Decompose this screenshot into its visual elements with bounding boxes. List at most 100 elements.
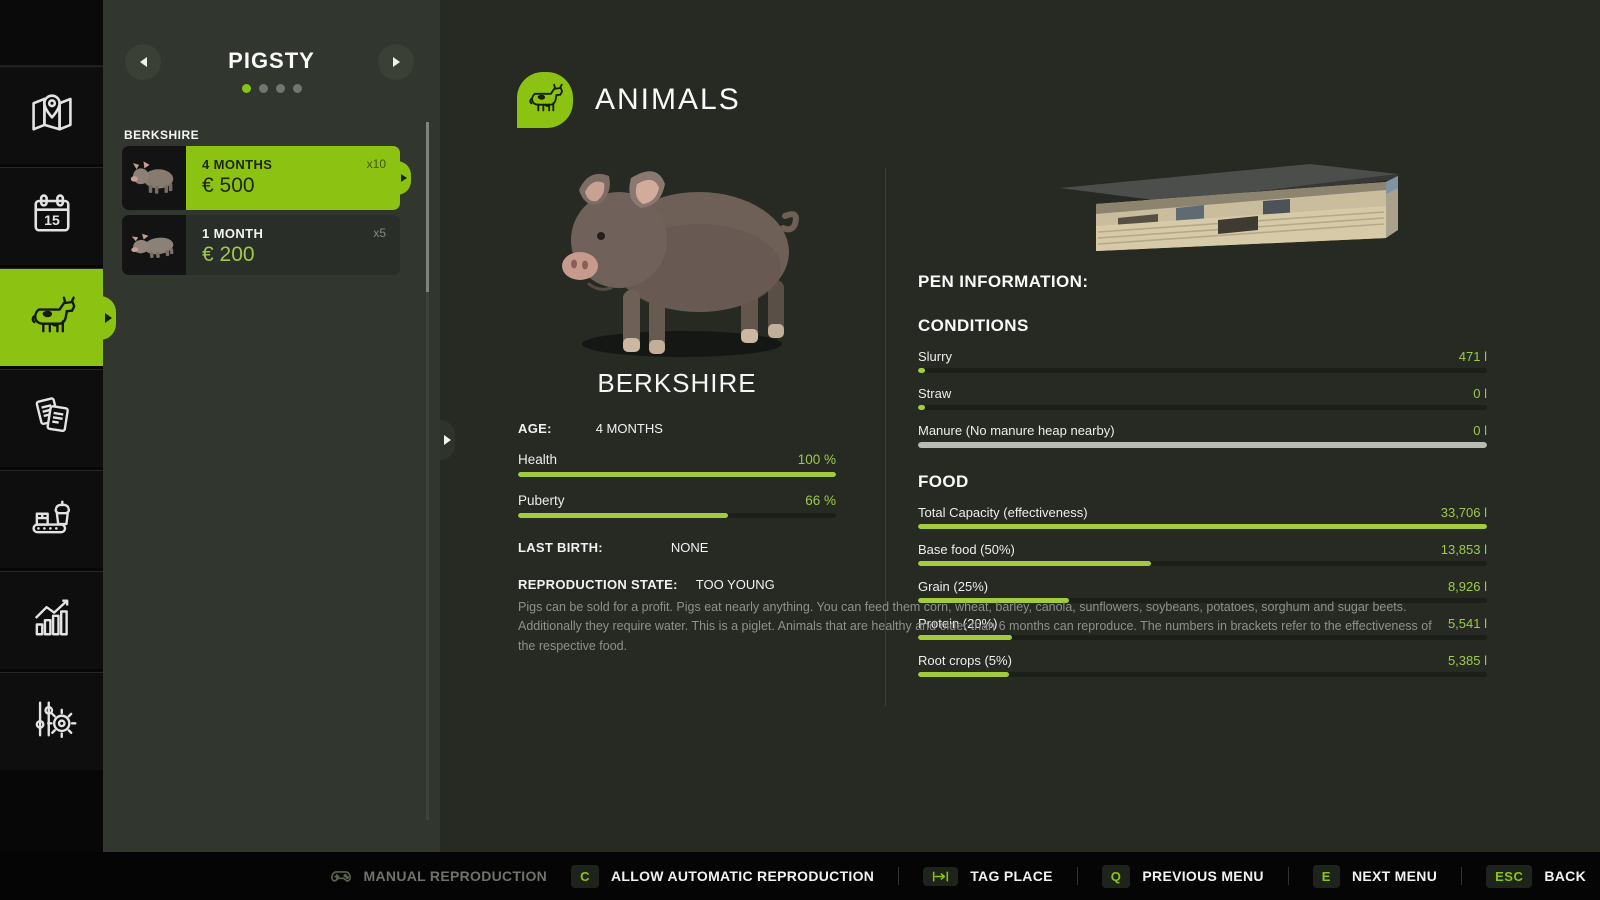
animal-name: BERKSHIRE: [597, 368, 757, 398]
condition-bar: [918, 405, 1487, 410]
pigsty-building-image: [1058, 158, 1398, 258]
sidebar-item-animals[interactable]: [0, 268, 116, 366]
last-birth-value: NONE: [670, 540, 709, 555]
key-q: Q: [1101, 864, 1131, 888]
sidebar-item-statistics[interactable]: [0, 571, 103, 669]
age-label: AGE:: [518, 421, 552, 436]
food-row-root-crops: Root crops (5%) 5,385 l: [918, 653, 1487, 677]
sidebar-item-finances[interactable]: [0, 369, 103, 467]
separator: [898, 867, 900, 885]
column-divider: [885, 168, 886, 706]
conditions-title: CONDITIONS: [918, 316, 1029, 335]
pig-thumbnail: [122, 215, 186, 275]
cow-icon: [525, 78, 565, 123]
condition-row-slurry: Slurry 471 l: [918, 349, 1487, 373]
item-age: 1 MONTH: [202, 226, 264, 241]
sidebar-item-settings[interactable]: [0, 672, 103, 770]
animals-badge: [517, 72, 573, 128]
condition-value: 471 l: [1458, 349, 1487, 364]
pen-information-title: PEN INFORMATION:: [918, 272, 1089, 291]
animal-detail-column: BERKSHIRE AGE: 4 MONTHS Health 100 % Pub…: [518, 140, 836, 592]
food-row-total-capacity: Total Capacity (effectiveness) 33,706 l: [918, 505, 1487, 529]
cow-icon: [26, 289, 78, 346]
food-label: Root crops (5%): [918, 653, 1012, 668]
allow-automatic-reproduction-action[interactable]: C ALLOW AUTOMATIC REPRODUCTION: [571, 864, 875, 888]
condition-bar: [918, 368, 1487, 373]
calendar-icon: 15: [26, 188, 78, 245]
scrollbar-thumb[interactable]: [426, 122, 429, 292]
food-bar: [918, 524, 1487, 529]
pen-info-column: PEN INFORMATION: CONDITIONS Slurry 471 l…: [918, 140, 1487, 677]
page-dot-2[interactable]: [258, 84, 268, 93]
main-header: ANIMALS: [517, 72, 741, 128]
puberty-label: Puberty: [518, 493, 565, 508]
scrollbar-track[interactable]: [426, 122, 429, 820]
food-bar: [918, 561, 1487, 566]
food-bar: [918, 672, 1487, 677]
condition-value: 0 l: [1473, 386, 1487, 401]
key-esc: ESC: [1486, 864, 1533, 888]
sidebar-item-production[interactable]: [0, 470, 103, 568]
health-label: Health: [518, 452, 558, 467]
action-label: NEXT MENU: [1351, 868, 1438, 884]
condition-label: Straw: [918, 386, 952, 401]
pigsty-next-button[interactable]: [378, 44, 414, 80]
statistics-icon: [26, 592, 78, 649]
hotkey-bar: MANUAL REPRODUCTION C ALLOW AUTOMATIC RE…: [0, 852, 1600, 900]
page-dot-4[interactable]: [292, 84, 302, 93]
settings-icon: [26, 693, 78, 750]
food-row-base-food: Base food (50%) 13,853 l: [918, 542, 1487, 566]
separator: [1287, 867, 1289, 885]
page-dots: [103, 84, 440, 93]
page-dot-3[interactable]: [275, 84, 285, 93]
manual-reproduction-action[interactable]: MANUAL REPRODUCTION: [330, 868, 548, 884]
animal-list-item[interactable]: 1 MONTH x5 € 200: [122, 215, 400, 275]
animals-content: ANIMALS: [440, 0, 1600, 852]
item-count: x10: [366, 157, 386, 171]
item-body: 1 MONTH x5 € 200: [186, 215, 400, 275]
condition-label: Manure (No manure heap nearby): [918, 423, 1115, 438]
action-label: ALLOW AUTOMATIC REPRODUCTION: [610, 868, 875, 884]
food-value: 5,385 l: [1447, 653, 1487, 668]
active-tab-notch[interactable]: [100, 295, 116, 340]
page-dot-1[interactable]: [241, 84, 251, 93]
condition-row-straw: Straw 0 l: [918, 386, 1487, 410]
previous-menu-action[interactable]: Q PREVIOUS MENU: [1101, 864, 1264, 888]
collapse-panel-tab[interactable]: [440, 420, 455, 460]
puberty-row: Puberty 66 %: [518, 493, 836, 518]
action-label: PREVIOUS MENU: [1142, 868, 1264, 884]
food-value: 8,926 l: [1447, 579, 1487, 594]
back-action[interactable]: ESC BACK: [1486, 864, 1586, 888]
tab-key-icon: [923, 866, 959, 886]
health-value: 100 %: [797, 452, 836, 467]
pigsty-prev-button[interactable]: [125, 44, 161, 80]
action-label: MANUAL REPRODUCTION: [363, 868, 548, 884]
food-bar: [918, 635, 1487, 640]
panel-title: PIGSTY: [228, 48, 315, 73]
production-icon: [26, 491, 78, 548]
food-row-grain: Grain (25%) 8,926 l: [918, 579, 1487, 603]
sidebar-item-calendar[interactable]: 15: [0, 167, 103, 265]
food-value: 5,541 l: [1447, 616, 1487, 631]
food-value: 33,706 l: [1440, 505, 1487, 520]
item-count: x5: [373, 226, 386, 240]
food-bar: [918, 598, 1487, 603]
action-label: TAG PLACE: [970, 868, 1053, 884]
item-price: € 200: [202, 243, 255, 266]
chevron-right-icon: [392, 57, 400, 67]
map-icon: [26, 87, 78, 144]
next-menu-action[interactable]: E NEXT MENU: [1312, 864, 1438, 888]
selected-item-notch: [397, 161, 411, 195]
separator: [1076, 867, 1078, 885]
sidebar-item-map[interactable]: [0, 66, 103, 164]
health-row: Health 100 %: [518, 452, 836, 477]
food-title: FOOD: [918, 472, 969, 491]
food-label: Total Capacity (effectiveness): [918, 505, 1088, 520]
tag-place-action[interactable]: TAG PLACE: [923, 866, 1053, 886]
chevron-left-icon: [139, 57, 147, 67]
age-value: 4 MONTHS: [595, 421, 663, 436]
health-bar: [518, 472, 836, 477]
food-label: Protein (20%): [918, 616, 998, 631]
animal-list-item-selected[interactable]: 4 MONTHS x10 € 500: [122, 146, 411, 210]
